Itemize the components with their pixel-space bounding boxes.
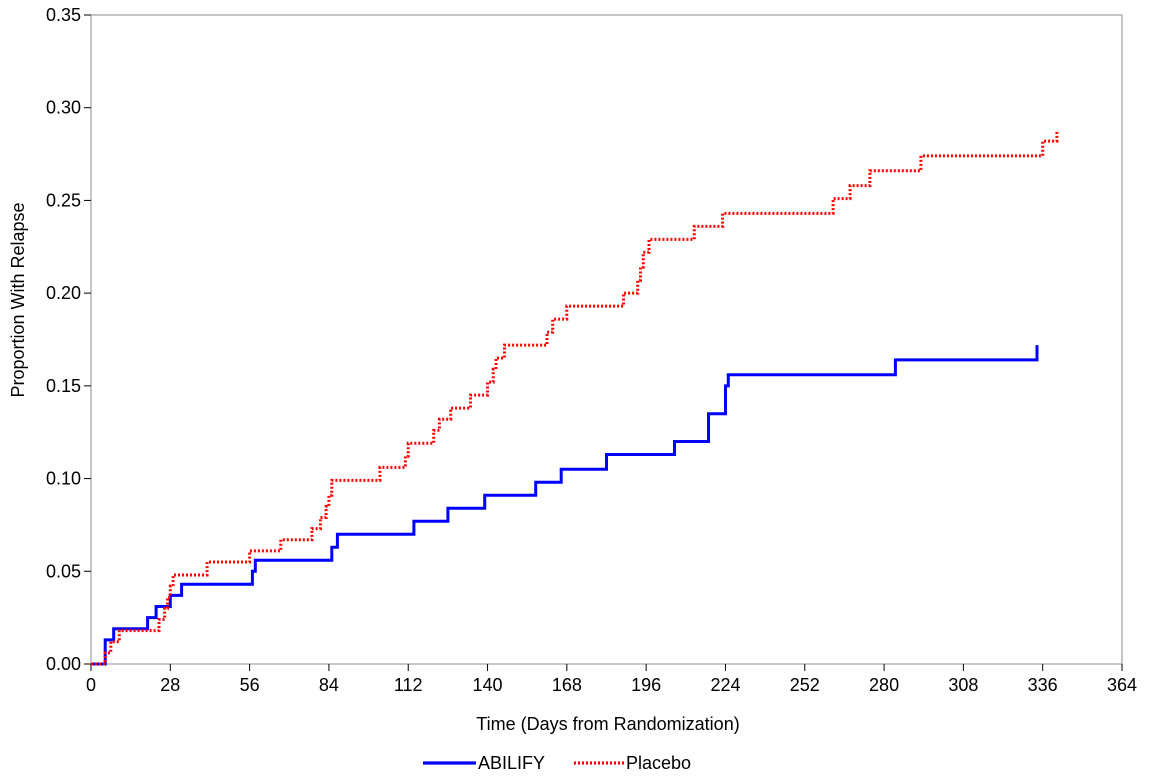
x-tick-label: 112 <box>394 675 423 695</box>
x-axis-title: Time (Days from Randomization) <box>476 714 739 734</box>
series-layer <box>91 131 1059 666</box>
x-tick-label: 168 <box>552 675 582 695</box>
x-tick-label: 224 <box>710 675 740 695</box>
legend: ABILIFY Placebo <box>423 753 691 773</box>
x-tick-label: 84 <box>319 675 339 695</box>
y-tick-label: 0.35 <box>46 5 81 25</box>
y-tick-label: 0.30 <box>46 98 81 118</box>
y-tick-label: 0.25 <box>46 190 81 210</box>
series-abilify-line <box>91 345 1039 666</box>
y-axis-title: Proportion With Relapse <box>8 202 28 397</box>
x-tick-label: 336 <box>1028 675 1058 695</box>
x-tick-label: 28 <box>160 675 180 695</box>
x-tick-label: 364 <box>1107 675 1137 695</box>
x-tick-label: 308 <box>948 675 978 695</box>
x-tick-label: 0 <box>86 675 96 695</box>
y-tick-label: 0.20 <box>46 283 81 303</box>
x-tick-label: 252 <box>790 675 820 695</box>
x-tick-label: 196 <box>631 675 661 695</box>
y-tick-label: 0.10 <box>46 469 81 489</box>
y-axis: 0.00 0.05 0.10 0.15 0.20 0.25 0.30 0.35 <box>46 5 91 674</box>
x-tick-label: 140 <box>473 675 503 695</box>
x-axis: 0 28 56 84 112 140 168 196 224 252 280 308 336 364 <box>86 664 1137 695</box>
y-tick-label: 0.05 <box>46 561 81 581</box>
x-tick-label: 280 <box>869 675 899 695</box>
legend-label-placebo: Placebo <box>626 753 691 773</box>
y-tick-label: 0.00 <box>46 654 81 674</box>
legend-label-abilify: ABILIFY <box>478 753 545 773</box>
series-placebo-line <box>91 131 1059 666</box>
y-tick-label: 0.15 <box>46 376 81 396</box>
x-tick-label: 56 <box>240 675 260 695</box>
plot-frame <box>90 14 1123 665</box>
